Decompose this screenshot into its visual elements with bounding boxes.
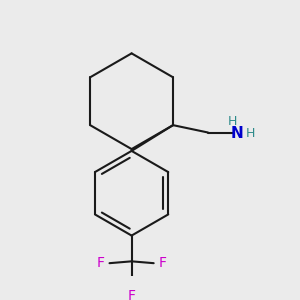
Text: F: F bbox=[159, 256, 167, 270]
Text: H: H bbox=[228, 115, 238, 128]
Text: H: H bbox=[246, 127, 255, 140]
Text: N: N bbox=[231, 126, 244, 141]
Text: F: F bbox=[128, 289, 136, 300]
Text: F: F bbox=[96, 256, 104, 270]
